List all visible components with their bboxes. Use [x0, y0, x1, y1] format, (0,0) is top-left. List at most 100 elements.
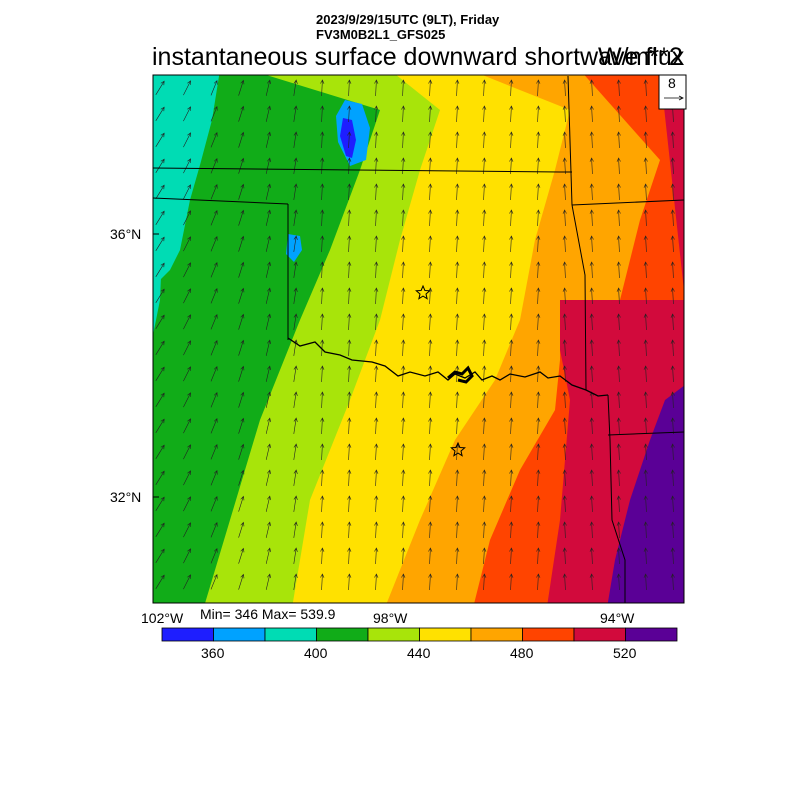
- wind-arrow: [183, 470, 191, 486]
- wind-arrow: [183, 444, 191, 460]
- wind-arrow: [320, 495, 325, 513]
- wind-arrow: [238, 131, 245, 148]
- map-frame: [152, 74, 685, 604]
- wind-arrow: [238, 495, 245, 512]
- wind-arrow: [536, 287, 541, 305]
- wind-arrow: [536, 391, 541, 409]
- wind-arrow: [320, 261, 325, 279]
- wind-arrow: [374, 183, 379, 201]
- wind-arrow: [589, 469, 594, 487]
- wind-arrow: [265, 79, 271, 96]
- wind-arrow: [643, 365, 648, 383]
- wind-arrow: [536, 209, 541, 227]
- wind-arrow: [536, 495, 541, 513]
- wind-arrow: [428, 469, 433, 487]
- wind-arrow: [347, 79, 352, 97]
- wind-arrow: [589, 287, 594, 305]
- wind-arrow: [320, 443, 325, 461]
- wind-arrow: [643, 521, 648, 539]
- wind-arrow: [509, 131, 514, 149]
- wind-arrow: [320, 521, 325, 539]
- colorbar-tick-400: 400: [304, 645, 328, 661]
- wind-arrow: [670, 287, 675, 305]
- wind-arrow: [374, 443, 379, 461]
- wind-arrow: [210, 313, 218, 330]
- colorbar-tick-labels: 360 400 440 480 520: [201, 645, 637, 661]
- wind-arrow: [589, 157, 594, 175]
- wind-arrow: [643, 287, 648, 305]
- wind-arrow: [670, 573, 675, 591]
- wind-arrow: [210, 391, 218, 408]
- wind-arrow: [670, 235, 675, 253]
- wind-arrow: [482, 495, 487, 513]
- wind-arrow: [210, 573, 218, 590]
- colorbar-tick-480: 480: [510, 645, 534, 661]
- wind-arrow: [238, 105, 245, 122]
- wind-arrow: [428, 339, 433, 357]
- wind-arrow: [401, 183, 406, 201]
- wind-arrow: [482, 469, 487, 487]
- wind-arrow: [643, 209, 648, 227]
- wind-arrow: [643, 391, 648, 409]
- wind-arrow: [670, 547, 675, 565]
- wind-arrow: [320, 105, 325, 123]
- wind-arrow: [374, 79, 379, 97]
- wind-arrow: [155, 158, 165, 173]
- wind-arrow: [374, 495, 379, 513]
- wind-arrow: [374, 105, 379, 123]
- wind-arrow: [509, 287, 514, 305]
- wind-arrow: [643, 235, 648, 253]
- wind-arrow: [643, 313, 648, 331]
- wind-arrow: [401, 391, 406, 409]
- lon-label-94w: 94°W: [600, 610, 635, 626]
- wind-arrow: [210, 209, 218, 226]
- wind-arrow: [536, 183, 541, 201]
- wind-arrow: [155, 366, 165, 381]
- wind-arrow: [455, 417, 460, 435]
- wind-arrow: [455, 79, 460, 97]
- wind-arrow: [320, 287, 325, 305]
- wind-arrow: [643, 105, 648, 123]
- wind-arrow: [562, 521, 567, 539]
- wind-arrow: [536, 469, 541, 487]
- wind-arrow: [428, 157, 433, 175]
- state-borders: [152, 75, 685, 603]
- wind-arrow: [509, 417, 514, 435]
- red-river-border: [287, 337, 609, 397]
- lake-texoma: [447, 365, 474, 384]
- wind-arrow: [347, 495, 352, 513]
- wind-arrow: [210, 131, 218, 148]
- wind-arrow: [482, 417, 487, 435]
- wind-arrow: [265, 313, 271, 330]
- wind-arrow: [293, 131, 298, 148]
- wind-arrow: [320, 235, 325, 253]
- wind-arrow: [589, 209, 594, 227]
- colorbar-swatch: [161, 627, 214, 642]
- wind-arrow: [238, 443, 245, 460]
- wind-arrow: [536, 313, 541, 331]
- wind-arrow: [643, 261, 648, 279]
- colorbar-tick-360: 360: [201, 645, 225, 661]
- wind-arrow: [320, 417, 325, 435]
- wind-arrow: [183, 158, 191, 174]
- city-markers: [415, 284, 466, 457]
- lat-ticks: [153, 233, 159, 498]
- wind-arrow: [589, 79, 594, 97]
- wind-arrow: [401, 131, 406, 149]
- wind-arrow: [670, 417, 675, 435]
- wind-arrow: [616, 339, 621, 357]
- wind-arrow: [509, 261, 514, 279]
- wind-arrow: [320, 469, 325, 487]
- colorbar-swatch: [573, 627, 626, 642]
- wind-arrow: [670, 339, 675, 357]
- wind-arrow: [428, 105, 433, 123]
- wind-arrow: [155, 340, 165, 355]
- wind-arrow: [401, 443, 406, 461]
- wind-arrow: [238, 391, 245, 408]
- map-title: instantaneous surface downward shortwave…: [152, 43, 685, 71]
- wind-arrow: [347, 573, 352, 591]
- wind-arrow: [293, 417, 298, 434]
- wind-arrow: [536, 573, 541, 591]
- wind-arrow: [455, 573, 460, 591]
- wind-arrow: [210, 183, 218, 200]
